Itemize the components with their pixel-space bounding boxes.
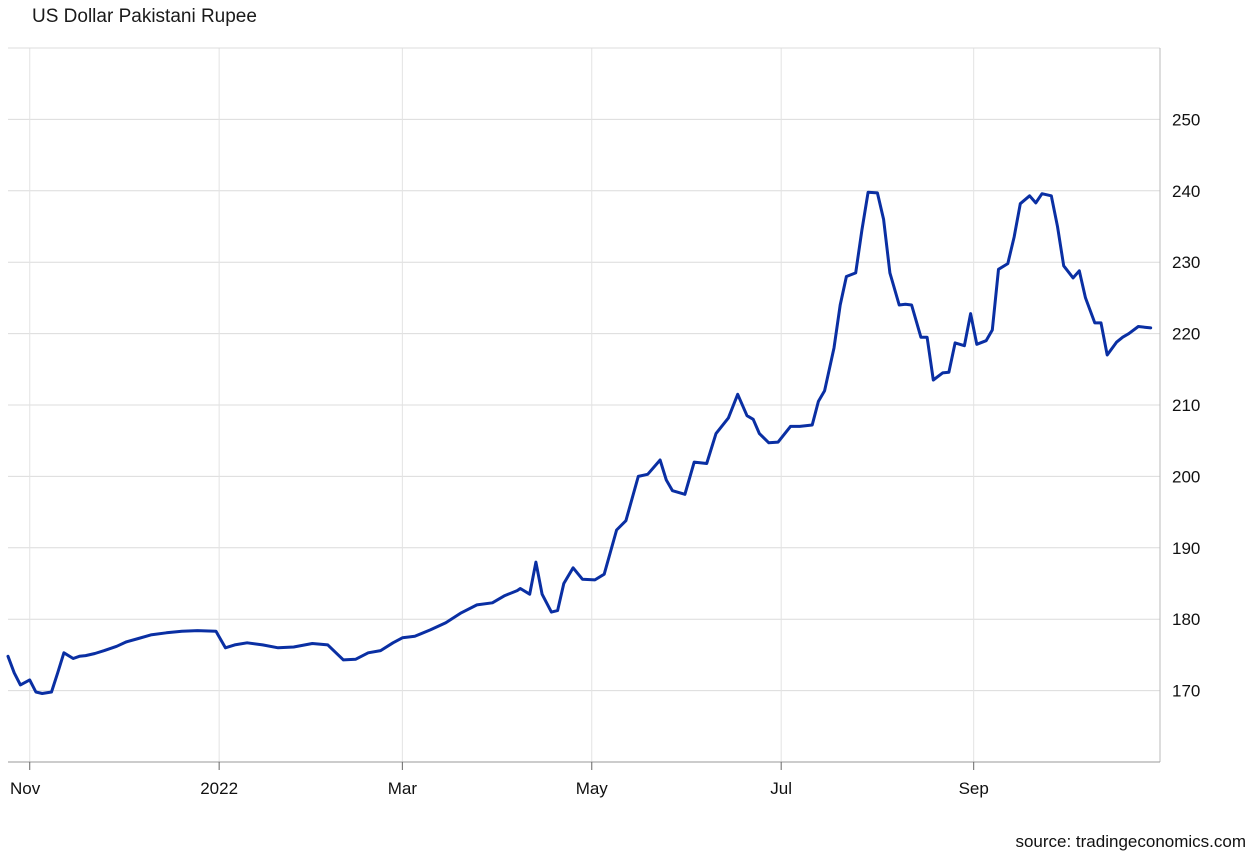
x-tick-label: Jul <box>770 779 792 798</box>
y-tick-label: 210 <box>1172 396 1200 415</box>
y-tick-label: 230 <box>1172 253 1200 272</box>
series-group <box>6 190 1153 695</box>
x-axis-ticks: Nov 2022 Mar May Jul Sep <box>10 762 989 798</box>
y-axis-ticks: 170 180 190 200 210 220 230 240 250 <box>1172 110 1200 700</box>
horizontal-gridlines <box>8 118 1160 692</box>
y-tick-label: 240 <box>1172 182 1200 201</box>
plot-frame <box>8 47 1161 763</box>
x-tick-label: Mar <box>388 779 418 798</box>
y-tick-label: 200 <box>1172 467 1200 486</box>
x-tick-label: Nov <box>10 779 41 798</box>
x-tick-label: Sep <box>959 779 989 798</box>
y-tick-label: 250 <box>1172 110 1200 129</box>
y-tick-label: 170 <box>1172 682 1200 701</box>
series-line <box>6 190 1153 695</box>
source-label: source: tradingeconomics.com <box>1015 832 1246 851</box>
x-tick-label: May <box>576 779 609 798</box>
chart-title: US Dollar Pakistani Rupee <box>32 6 257 27</box>
y-tick-label: 220 <box>1172 325 1200 344</box>
vertical-gridlines <box>29 48 975 762</box>
y-tick-label: 180 <box>1172 610 1200 629</box>
x-tick-label: 2022 <box>200 779 238 798</box>
y-tick-label: 190 <box>1172 539 1200 558</box>
